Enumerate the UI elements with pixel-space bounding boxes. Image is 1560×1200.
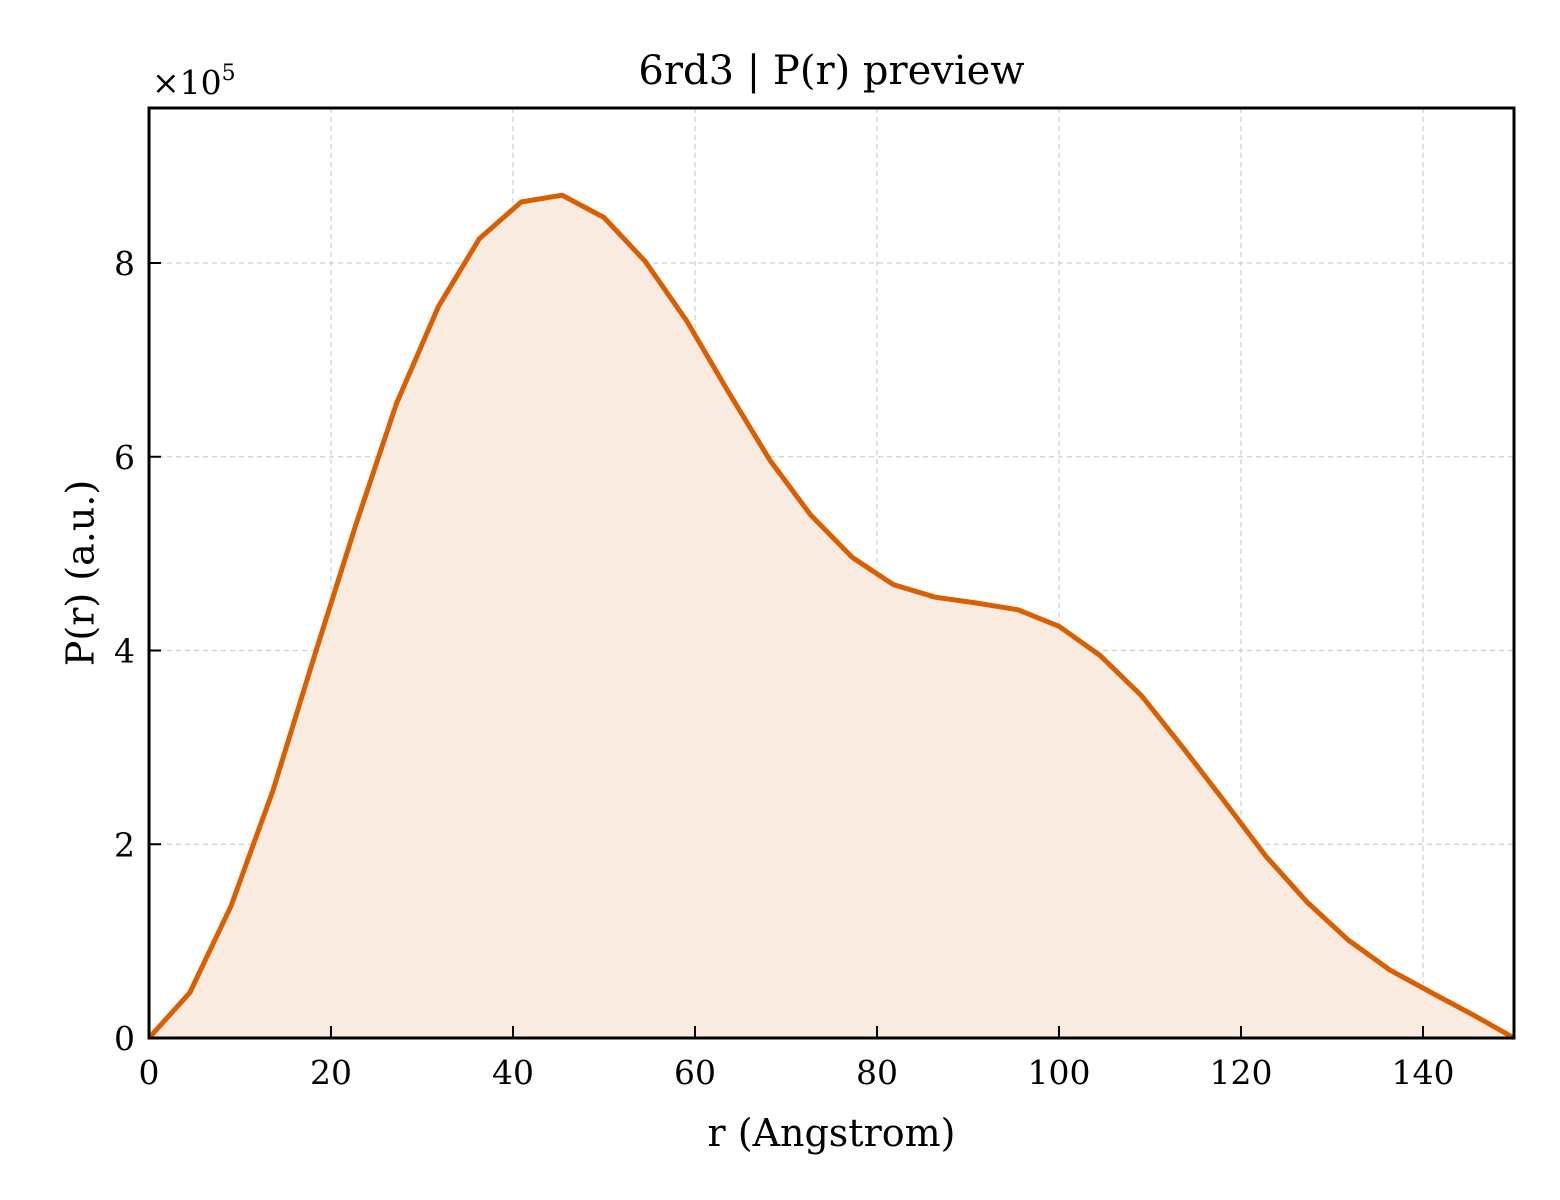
y-tick-label: 0 <box>114 1019 135 1058</box>
x-tick-label: 140 <box>1392 1053 1455 1092</box>
y-tick-label: 6 <box>114 438 135 477</box>
y-tick-label: 2 <box>114 825 135 864</box>
y-tick-label: 4 <box>114 632 135 671</box>
x-axis-label: r (Angstrom) <box>708 1111 956 1155</box>
x-tick-label: 100 <box>1028 1053 1091 1092</box>
chart-title: 6rd3 | P(r) preview <box>638 48 1024 94</box>
y-axis-multiplier-base: ×10 <box>152 63 222 102</box>
x-tick-label: 20 <box>310 1053 352 1092</box>
plot-frame <box>147 106 1516 1040</box>
x-tick-label: 80 <box>856 1053 898 1092</box>
y-tick-label: 8 <box>114 244 135 283</box>
y-axis-label: P(r) (a.u.) <box>58 480 102 666</box>
y-axis-multiplier-exponent: 5 <box>222 61 236 86</box>
x-tick-label: 60 <box>674 1053 716 1092</box>
series-line <box>147 192 1516 1041</box>
x-tick-label: 120 <box>1210 1053 1273 1092</box>
x-tick-label: 40 <box>492 1053 534 1092</box>
y-axis-multiplier: ×105 <box>152 61 236 102</box>
x-tick-label: 0 <box>139 1053 160 1092</box>
series-area-fill <box>149 195 1514 1038</box>
axis-ticks: 0 20 40 60 80 100 120 140 0 2 4 6 8 <box>114 244 1455 1092</box>
